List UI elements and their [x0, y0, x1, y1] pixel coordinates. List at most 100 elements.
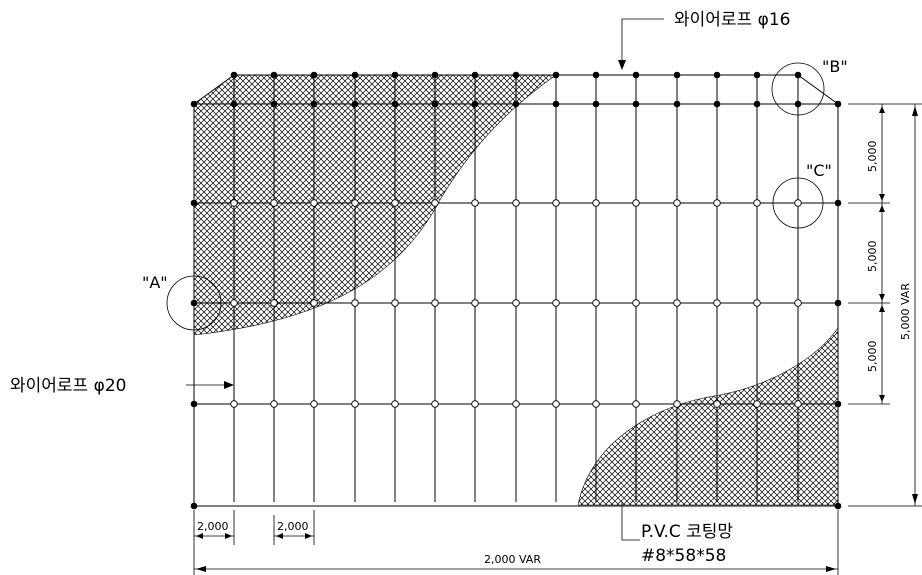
wire-rope-20-arrow: [224, 381, 234, 389]
solid-node: [713, 100, 721, 108]
span-dimension-1: 2,000: [197, 520, 229, 533]
pvc-net-leader: [621, 502, 640, 541]
hollow-node: [270, 299, 278, 307]
hollow-node: [592, 299, 600, 307]
solid-node: [431, 100, 439, 108]
solid-node: [190, 502, 198, 510]
right-dimensions: [848, 103, 922, 507]
hollow-node: [794, 400, 802, 408]
solid-node: [794, 100, 802, 108]
hollow-node: [632, 299, 640, 307]
top-right-diagonal: [797, 74, 839, 105]
hollow-node: [391, 199, 399, 207]
solid-node: [753, 71, 761, 79]
hollow-node: [794, 299, 802, 307]
solid-node: [753, 100, 761, 108]
solid-node: [552, 71, 560, 79]
hollow-node: [310, 199, 318, 207]
wire-nodes: [190, 71, 842, 510]
solid-node: [512, 71, 520, 79]
pvc-net-label: P.V.C 코팅망: [641, 522, 733, 542]
hollow-node: [673, 299, 681, 307]
solid-node: [592, 71, 600, 79]
solid-node: [713, 71, 721, 79]
total-height-dimension: 5,000 VAR: [899, 283, 912, 340]
solid-node: [552, 100, 560, 108]
hollow-node: [270, 400, 278, 408]
solid-node: [834, 502, 842, 510]
detail-b-label: "B": [822, 57, 848, 76]
solid-node: [270, 100, 278, 108]
pvc-net-area-upper-left: [193, 74, 557, 336]
row-dimension-1: 5,000: [866, 141, 879, 173]
hollow-node: [512, 400, 520, 408]
hollow-node: [592, 199, 600, 207]
hollow-node: [351, 299, 359, 307]
pvc-net-spec: #8*58*58: [641, 546, 726, 566]
detail-a-label: "A": [142, 273, 168, 292]
hollow-node: [794, 199, 802, 207]
bottom-dimensions: [193, 510, 839, 575]
solid-node: [834, 400, 842, 408]
solid-node: [673, 100, 681, 108]
solid-node: [632, 100, 640, 108]
hollow-node: [512, 299, 520, 307]
wire-rope-16-arrow: [618, 60, 626, 70]
hollow-node: [310, 299, 318, 307]
hollow-node: [230, 199, 238, 207]
solid-node: [190, 299, 198, 307]
hollow-node: [753, 299, 761, 307]
detail-c-label: "C": [806, 161, 832, 180]
solid-node: [391, 71, 399, 79]
solid-node: [834, 199, 842, 207]
solid-node: [310, 71, 318, 79]
hollow-node: [592, 400, 600, 408]
hollow-node: [431, 199, 439, 207]
detail-a-circle: [166, 275, 222, 331]
solid-node: [431, 71, 439, 79]
hollow-node: [391, 400, 399, 408]
hollow-node: [230, 400, 238, 408]
detail-b-circle: [771, 62, 825, 116]
pvc-net-area-lower-right: [577, 327, 839, 506]
hollow-node: [351, 400, 359, 408]
solid-node: [270, 71, 278, 79]
solid-node: [351, 71, 359, 79]
hollow-node: [753, 400, 761, 408]
hollow-node: [471, 299, 479, 307]
solid-node: [471, 71, 479, 79]
hollow-node: [512, 199, 520, 207]
solid-node: [391, 100, 399, 108]
wire-rope-20-label: 와이어로프 φ20: [10, 376, 126, 396]
hollow-node: [632, 199, 640, 207]
hollow-node: [552, 199, 560, 207]
hollow-node: [431, 299, 439, 307]
hollow-node: [471, 400, 479, 408]
hollow-node: [351, 199, 359, 207]
wire-rope-16-leader: [621, 18, 664, 66]
hollow-node: [310, 400, 318, 408]
solid-node: [632, 71, 640, 79]
span-dimension-2: 2,000: [277, 520, 309, 533]
hollow-node: [552, 400, 560, 408]
hollow-node: [713, 299, 721, 307]
hollow-node: [673, 400, 681, 408]
hollow-node: [753, 199, 761, 207]
hollow-node: [713, 199, 721, 207]
solid-node: [310, 100, 318, 108]
row-dimension-2: 5,000: [866, 241, 879, 273]
row-dimension-3: 5,000: [866, 341, 879, 373]
hollow-node: [713, 400, 721, 408]
hollow-node: [471, 199, 479, 207]
total-width-dimension: 2,000 VAR: [484, 553, 541, 566]
solid-node: [230, 100, 238, 108]
solid-node: [673, 71, 681, 79]
solid-node: [351, 100, 359, 108]
hollow-node: [431, 400, 439, 408]
solid-node: [834, 299, 842, 307]
solid-node: [592, 100, 600, 108]
hollow-node: [552, 299, 560, 307]
detail-c-circle: [772, 177, 824, 229]
hollow-node: [391, 299, 399, 307]
